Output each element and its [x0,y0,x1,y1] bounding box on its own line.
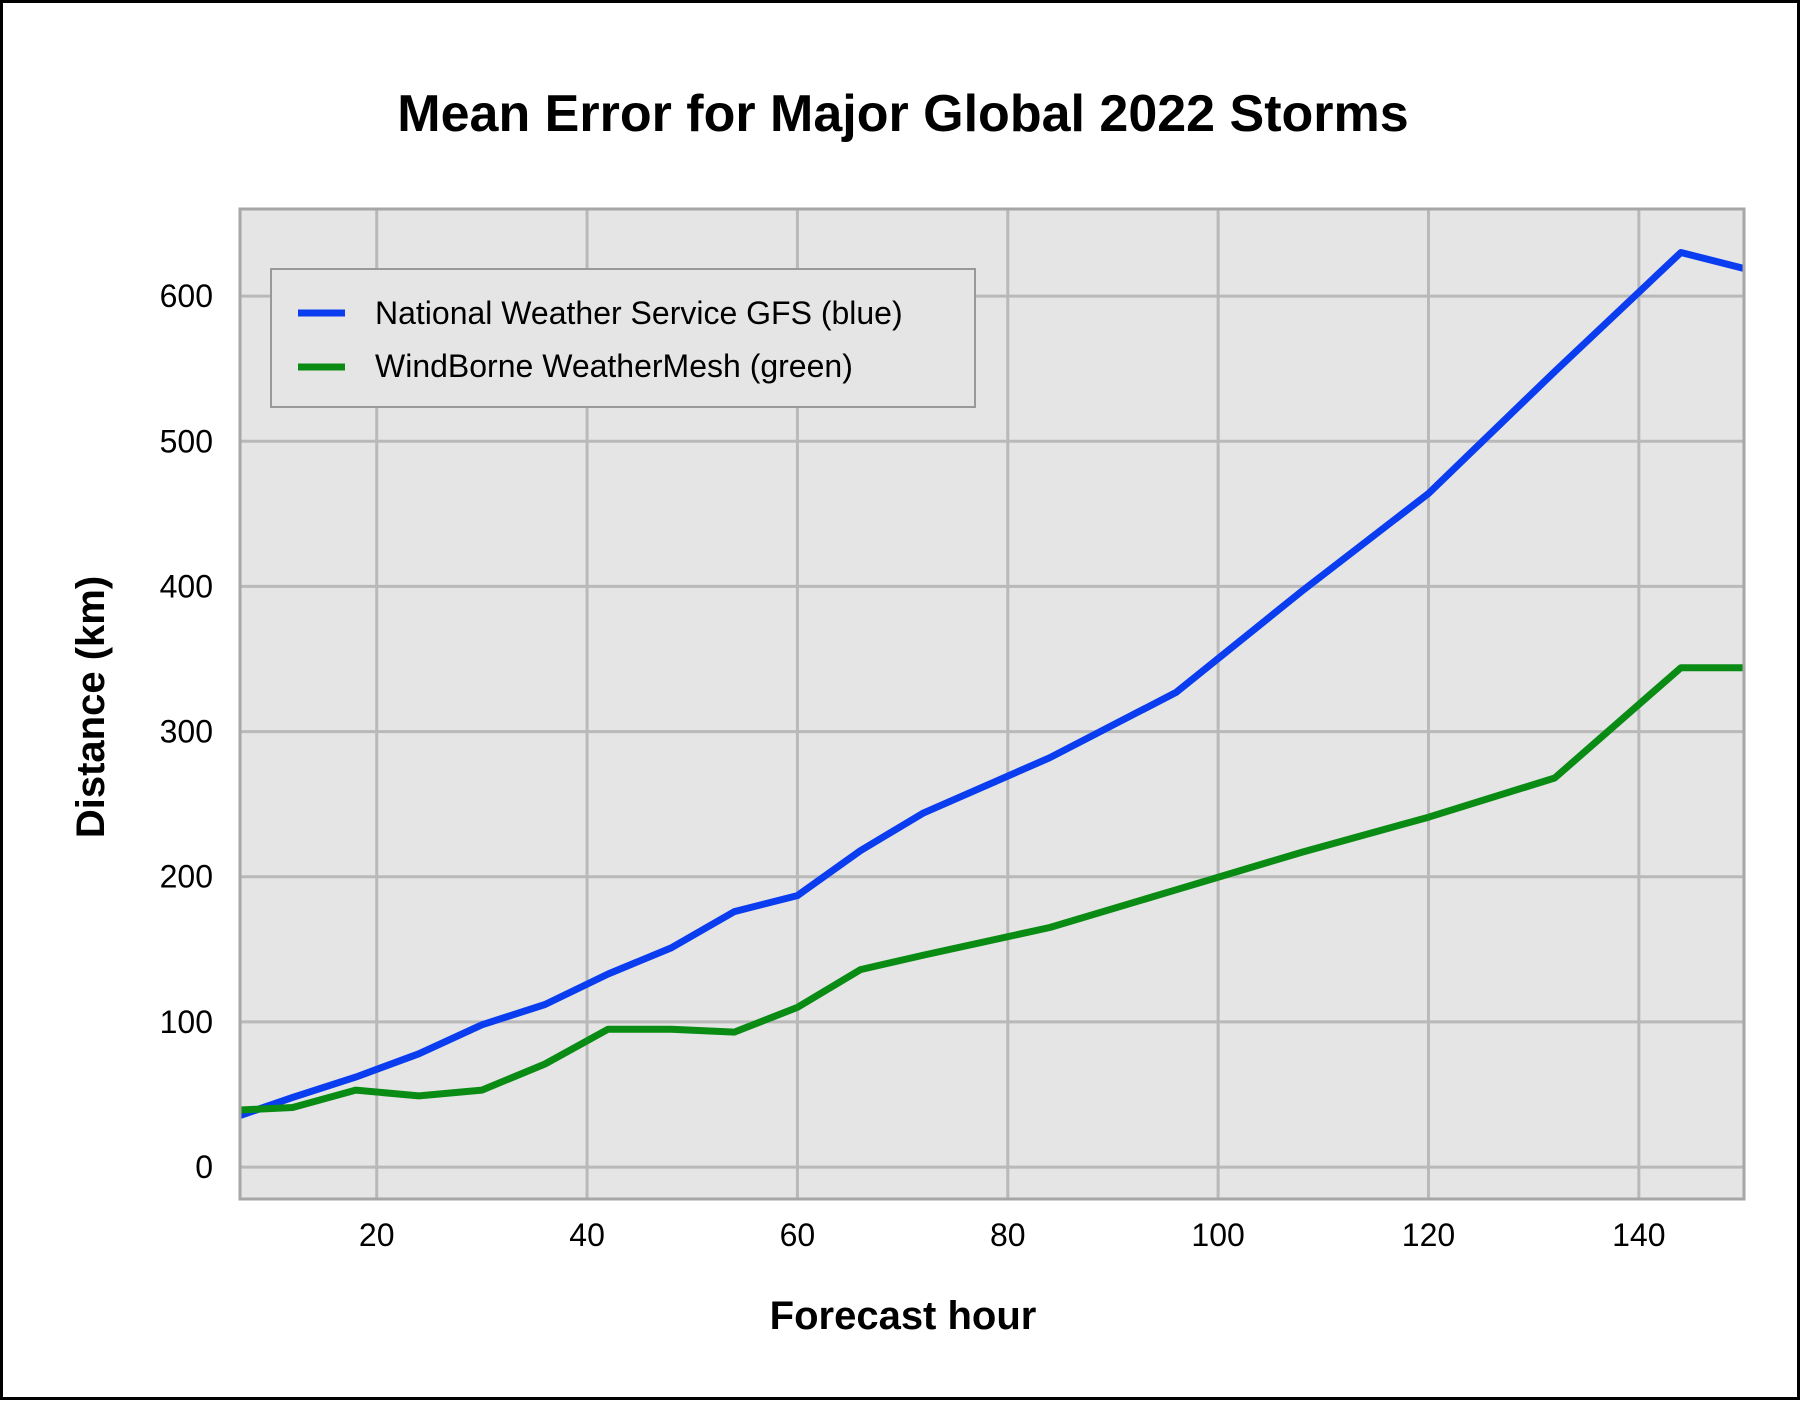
y-tick-label: 400 [160,568,213,604]
y-tick-label: 200 [160,859,213,895]
series-line-gfs [240,249,1744,1120]
series-line-weathermesh [240,664,1744,1114]
y-tick-label: 300 [160,714,213,750]
chart-title: Mean Error for Major Global 2022 Storms [397,85,1408,143]
y-axis-label: Distance (km) [69,576,113,838]
legend-label-gfs: National Weather Service GFS (blue) [375,295,903,331]
plot-border [238,207,1746,1201]
y-tick-label: 0 [195,1149,213,1185]
x-tick-label: 120 [1402,1217,1455,1253]
x-tick-labels: 20 40 60 80 100 120 140 [359,1217,1666,1253]
legend-box [270,268,976,408]
x-tick-label: 20 [359,1217,395,1253]
y-tick-label: 100 [160,1004,213,1040]
legend: National Weather Service GFS (blue) Wind… [270,268,976,408]
chart-svg: Mean Error for Major Global 2022 Storms … [69,85,1746,1338]
legend-label-weathermesh: WindBorne WeatherMesh (green) [375,348,853,384]
x-tick-label: 40 [569,1217,605,1253]
x-tick-label: 100 [1191,1217,1244,1253]
x-tick-label: 60 [780,1217,816,1253]
y-tick-label: 600 [160,278,213,314]
y-tick-label: 500 [160,423,213,459]
y-tick-labels: 0 100 200 300 400 500 600 [160,278,213,1185]
x-axis-label: Forecast hour [770,1294,1037,1338]
series-lines [240,249,1744,1120]
x-tick-label: 140 [1612,1217,1665,1253]
x-tick-label: 80 [990,1217,1026,1253]
